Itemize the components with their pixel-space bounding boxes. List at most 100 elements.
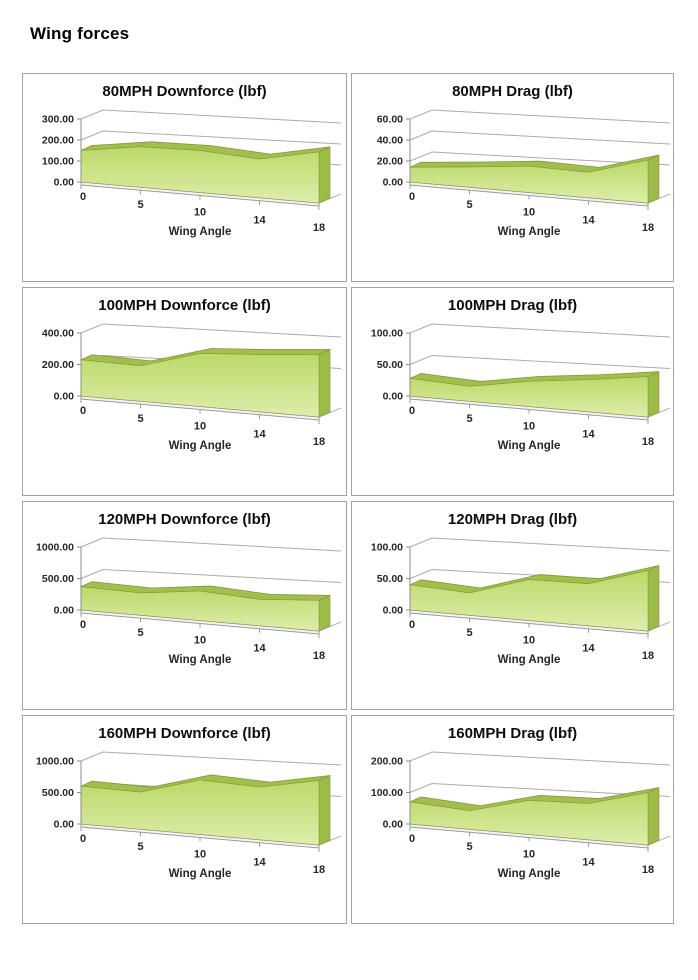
x-tick-label: 5 bbox=[137, 627, 143, 639]
x-tick-label: 18 bbox=[642, 650, 654, 662]
y-tick-label: 100.00 bbox=[371, 328, 403, 340]
x-tick-label: 10 bbox=[523, 207, 535, 219]
x-tick-label: 18 bbox=[313, 650, 325, 662]
area-chart-canvas: 1000.00 500.00 0.00 0 5 10 14 18 Wing Angle bbox=[36, 537, 342, 666]
area-side-face bbox=[647, 154, 660, 204]
y-tick-label: 40.00 bbox=[377, 135, 403, 147]
x-tick-label: 5 bbox=[137, 199, 143, 211]
area-series bbox=[80, 141, 331, 204]
value-axis: 100.00 50.00 0.00 bbox=[371, 328, 411, 403]
x-tick-label: 14 bbox=[253, 856, 266, 868]
x-tick-label: 5 bbox=[466, 841, 472, 853]
chart-title: 80MPH Downforce (lbf) bbox=[102, 83, 267, 100]
chart-100mph-drag: 100MPH Drag (lbf) 100.00 50.00 0.00 0 5 10 14 1… bbox=[351, 287, 674, 496]
area-front-face bbox=[80, 353, 320, 418]
gridlines bbox=[80, 537, 342, 583]
y-tick-label: 0.00 bbox=[383, 605, 404, 617]
value-axis: 100.00 50.00 0.00 bbox=[371, 542, 411, 617]
area-side-face bbox=[318, 146, 331, 204]
x-tick-label: 0 bbox=[80, 833, 86, 845]
x-tick-label: 18 bbox=[642, 864, 654, 876]
x-axis-title: Wing Angle bbox=[498, 654, 561, 666]
x-axis-title: Wing Angle bbox=[498, 868, 561, 880]
x-tick-label: 14 bbox=[582, 428, 595, 440]
y-tick-label: 50.00 bbox=[377, 573, 403, 585]
chart-title: 100MPH Downforce (lbf) bbox=[98, 297, 271, 314]
x-tick-label: 10 bbox=[523, 635, 535, 647]
x-tick-label: 0 bbox=[80, 405, 86, 417]
y-tick-label: 1000.00 bbox=[36, 756, 74, 768]
chart-title: 120MPH Downforce (lbf) bbox=[98, 511, 271, 528]
area-front-face bbox=[80, 779, 320, 846]
area-side-face bbox=[318, 775, 331, 846]
area-side-face bbox=[318, 349, 331, 418]
x-tick-label: 0 bbox=[409, 833, 415, 845]
chart-title: 160MPH Drag (lbf) bbox=[447, 725, 578, 742]
page-title: Wing forces bbox=[30, 24, 130, 43]
x-axis-title: Wing Angle bbox=[169, 226, 232, 238]
x-tick-label: 10 bbox=[194, 635, 206, 647]
area-side-face bbox=[647, 787, 660, 846]
x-tick-label: 18 bbox=[313, 864, 325, 876]
y-tick-label: 50.00 bbox=[377, 359, 403, 371]
area-front-face bbox=[409, 376, 649, 418]
chart-title: 160MPH Downforce (lbf) bbox=[98, 725, 271, 742]
area-series bbox=[79, 348, 331, 418]
y-tick-label: 100.00 bbox=[371, 787, 403, 799]
value-axis: 60.00 40.00 20.00 0.00 bbox=[377, 114, 411, 189]
x-axis-title: Wing Angle bbox=[169, 440, 232, 452]
area-front-face bbox=[80, 586, 320, 632]
x-tick-label: 5 bbox=[466, 627, 472, 639]
area-chart-canvas: 200.00 100.00 0.00 0 5 10 14 18 Wing Angle bbox=[371, 751, 671, 880]
category-axis-labels: 0 5 10 14 18 Wing Angle bbox=[409, 191, 654, 238]
area-side-face bbox=[318, 594, 331, 632]
y-tick-label: 300.00 bbox=[42, 114, 74, 126]
chart-80mph-drag: 80MPH Drag (lbf) 60.00 40.00 20.00 0.00 0 5 10… bbox=[351, 73, 674, 282]
area-front-face bbox=[409, 159, 649, 204]
chart-80mph-downforce: 80MPH Downforce (lbf) 300.00 200.00 10 0.00… bbox=[22, 73, 347, 282]
y-tick-label: 0.00 bbox=[383, 391, 404, 403]
area-chart-canvas: 100.00 50.00 0.00 0 5 10 14 18 Wing Angle bbox=[371, 323, 671, 452]
value-axis: 1000.00 500.00 0.00 bbox=[36, 542, 82, 617]
y-tick-label: 0.00 bbox=[383, 177, 404, 189]
x-axis-title: Wing Angle bbox=[169, 654, 232, 666]
gridlines bbox=[409, 109, 671, 166]
area-series bbox=[409, 154, 660, 204]
y-tick-label: 200.00 bbox=[42, 359, 74, 371]
y-tick-label: 200.00 bbox=[42, 135, 74, 147]
value-axis: 300.00 200.00 100.00 0.00 bbox=[42, 114, 82, 189]
x-axis-title: Wing Angle bbox=[498, 440, 561, 452]
x-tick-label: 5 bbox=[466, 413, 472, 425]
chart-160mph-downforce: 160MPH Downforce (lbf) 1000.00 500.00 0.00… bbox=[22, 715, 347, 924]
x-tick-label: 18 bbox=[313, 436, 325, 448]
value-axis: 200.00 100.00 0.00 bbox=[371, 756, 411, 831]
category-axis-labels: 0 5 10 14 18 Wing Angle bbox=[80, 619, 325, 666]
value-axis: 400.00 200.00 0.00 bbox=[42, 328, 82, 403]
area-front-face bbox=[409, 570, 649, 632]
x-tick-label: 18 bbox=[313, 222, 325, 234]
category-axis-labels: 0 5 10 14 18 Wing Angle bbox=[80, 405, 325, 452]
category-axis-labels: 0 5 10 14 18 Wing Angle bbox=[409, 405, 654, 452]
x-tick-label: 10 bbox=[194, 207, 206, 219]
chart-title: 80MPH Drag (lbf) bbox=[452, 83, 573, 100]
x-axis-title: Wing Angle bbox=[169, 868, 232, 880]
y-tick-label: 0.00 bbox=[54, 391, 75, 403]
chart-120mph-downforce: 120MPH Downforce (lbf) 1000.00 500.00 0.00… bbox=[22, 501, 347, 710]
area-front-face bbox=[409, 792, 649, 846]
area-series bbox=[408, 565, 660, 632]
x-tick-label: 18 bbox=[642, 222, 654, 234]
x-tick-label: 10 bbox=[194, 421, 206, 433]
chart-title: 100MPH Drag (lbf) bbox=[447, 297, 578, 314]
area-side-face bbox=[647, 371, 660, 418]
category-axis-labels: 0 5 10 14 18 Wing Angle bbox=[80, 191, 325, 238]
chart-100mph-downforce: 100MPH Downforce (lbf) 400.00 200.00 0.00 0… bbox=[22, 287, 347, 496]
chart-title: 120MPH Drag (lbf) bbox=[447, 511, 578, 528]
area-chart-canvas: 100.00 50.00 0.00 0 5 10 14 18 Wing Angle bbox=[371, 537, 671, 666]
x-tick-label: 10 bbox=[523, 421, 535, 433]
x-tick-label: 5 bbox=[137, 413, 143, 425]
y-tick-label: 0.00 bbox=[54, 177, 75, 189]
area-front-face bbox=[80, 146, 320, 204]
category-axis-labels: 0 5 10 14 18 Wing Angle bbox=[80, 833, 325, 880]
area-chart-canvas: 60.00 40.00 20.00 0.00 0 5 10 14 18 Wing Angle bbox=[377, 109, 671, 238]
area-series bbox=[408, 371, 660, 418]
